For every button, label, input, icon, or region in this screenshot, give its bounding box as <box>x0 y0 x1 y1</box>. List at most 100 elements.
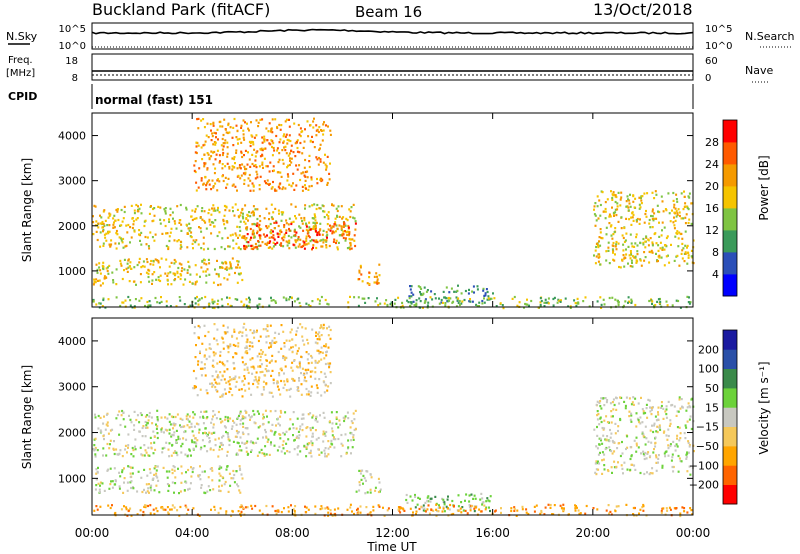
power-cell <box>308 154 311 157</box>
velocity-cell <box>307 393 310 396</box>
velocity-cell <box>238 331 241 334</box>
power-cell <box>373 275 376 278</box>
velocity-cell <box>341 444 344 447</box>
power-cell <box>122 237 125 241</box>
velocity-cell <box>334 438 337 441</box>
power-cell <box>280 230 283 234</box>
power-cell <box>266 226 269 230</box>
velocity-cell <box>479 498 482 501</box>
power-cell <box>138 257 141 260</box>
velocity-cell <box>94 416 97 419</box>
velocity-cell <box>286 380 289 383</box>
power-cell <box>205 263 208 266</box>
velocity-cell <box>301 423 304 426</box>
power-cell <box>252 189 255 192</box>
velocity-cell <box>316 391 319 394</box>
station-title: Buckland Park (fitACF) <box>92 0 270 19</box>
velocity-cell <box>268 453 271 456</box>
velocity-cell <box>112 447 115 450</box>
velocity-cell <box>193 413 196 416</box>
power-cell <box>617 191 620 194</box>
velocity-cell <box>142 510 145 514</box>
velocity-cell <box>414 506 417 509</box>
power-cell <box>223 118 226 121</box>
power-cell <box>352 216 355 219</box>
power-cell <box>316 158 319 161</box>
velocity-cell <box>280 511 283 514</box>
power-cell <box>449 297 452 300</box>
power-cell <box>225 262 228 265</box>
velocity-cell <box>140 476 143 479</box>
velocity-cell <box>311 444 314 447</box>
power-cell <box>264 235 267 238</box>
velocity-cell <box>246 506 249 509</box>
velocity-cell <box>609 428 611 432</box>
power-cell <box>322 133 325 136</box>
velocity-cell <box>118 471 121 474</box>
power-cell <box>643 192 646 195</box>
power-cell <box>315 221 318 224</box>
power-cell <box>322 238 325 241</box>
velocity-cell <box>95 505 98 508</box>
power-cell <box>97 279 99 282</box>
power-cell <box>251 135 254 138</box>
power-cell <box>107 216 110 219</box>
power-cell <box>221 237 224 240</box>
velocity-cell <box>223 364 226 367</box>
power-cell <box>103 233 106 236</box>
power-cell <box>268 304 271 307</box>
power-cell <box>189 304 192 307</box>
power-cell <box>419 291 421 294</box>
power-cell <box>174 222 177 225</box>
power-cell <box>593 254 595 257</box>
velocity-cell <box>288 388 291 391</box>
velocity-cell <box>180 472 183 475</box>
velocity-cell <box>296 389 299 392</box>
velocity-cell <box>204 374 207 377</box>
power-cell <box>213 150 216 154</box>
velocity-cell <box>256 437 259 440</box>
power-cell <box>112 226 115 229</box>
velocity-cell <box>596 400 599 403</box>
power-cell <box>101 220 104 224</box>
power-cell <box>238 164 241 167</box>
power-cell <box>222 218 225 221</box>
power-cell <box>190 215 193 218</box>
power-cell <box>214 209 217 212</box>
power-cell <box>329 224 331 227</box>
power-cell <box>236 189 238 192</box>
velocity-cell <box>109 506 112 510</box>
velocity-cell <box>102 422 105 425</box>
power-cell <box>295 164 298 167</box>
velocity-cell <box>327 511 330 514</box>
velocity-cell <box>617 425 620 428</box>
power-cell <box>516 304 519 307</box>
power-cell <box>304 170 307 174</box>
velocity-cell <box>276 385 279 388</box>
power-cell <box>275 221 278 224</box>
power-cell <box>319 299 321 302</box>
power-cell <box>338 224 341 227</box>
power-cell <box>263 157 266 160</box>
power-cell <box>259 244 262 247</box>
velocity-cell <box>544 506 547 509</box>
velocity-cell <box>350 452 352 455</box>
velocity-cell <box>120 414 123 417</box>
power-cell <box>204 295 207 299</box>
power-cell <box>634 256 637 260</box>
power-cell <box>115 208 118 212</box>
power-cell <box>348 234 350 237</box>
power-cell <box>200 247 203 250</box>
velocity-cell <box>302 417 305 420</box>
velocity-cell <box>155 472 158 475</box>
velocity-cell <box>314 419 317 422</box>
velocity-cell <box>269 443 272 446</box>
velocity-cell <box>599 451 601 454</box>
power-cell <box>600 236 603 240</box>
velocity-cell <box>667 447 670 450</box>
power-scatter <box>92 117 695 310</box>
velocity-cell <box>678 426 681 429</box>
power-cell <box>224 227 227 230</box>
power-cell <box>280 175 283 178</box>
power-cell <box>103 277 106 280</box>
